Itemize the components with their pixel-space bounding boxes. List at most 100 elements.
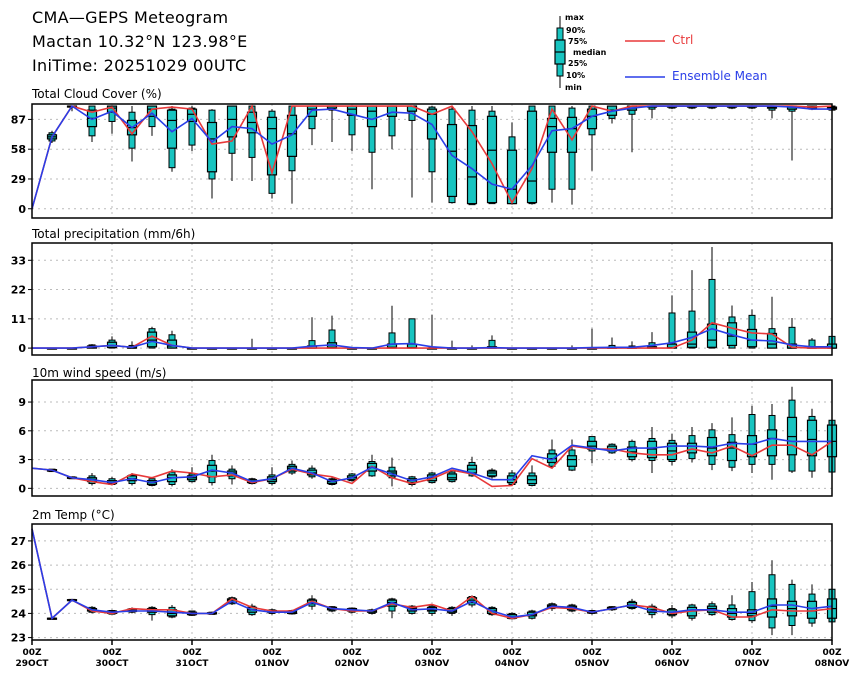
ensemble-mean-line [31, 528, 833, 620]
ytick-label: 0 [18, 342, 26, 355]
ensemble-box [546, 105, 558, 203]
ensemble-box [486, 468, 498, 479]
panel-title-precip: Total precipitation (mm/6h) [32, 227, 196, 241]
legend-mean-label: Ensemble Mean [672, 69, 768, 83]
box-p25-p75 [686, 442, 698, 454]
ensemble-box [786, 386, 798, 473]
box-p25-p75 [766, 429, 778, 457]
ensemble-box [186, 106, 198, 152]
ensemble-box [286, 105, 298, 204]
xtick-label-date: 02NOV [335, 659, 369, 669]
ensemble-box [746, 309, 758, 349]
ensemble-box [406, 105, 418, 198]
ensemble-box [486, 335, 498, 349]
chart-title: CMA—GEPS Meteogram [32, 8, 229, 27]
xtick-label-date: 04NOV [495, 659, 529, 669]
ensemble-box [586, 436, 598, 464]
ensemble-box [766, 105, 778, 119]
box-p25-p75 [226, 105, 238, 138]
xtick-label-date: 01NOV [255, 659, 289, 669]
box-p25-p75 [446, 473, 458, 481]
ensemble-box [386, 457, 398, 487]
ytick-label: 25 [11, 583, 26, 596]
ensemble-box [146, 606, 158, 621]
box-p25-p75 [746, 435, 758, 458]
ensemble-box [786, 105, 798, 161]
ensemble-box [466, 456, 478, 477]
init-time-label: IniTime: 20251029 00UTC [32, 56, 247, 75]
box-p25-p75 [806, 419, 818, 457]
box-p10-p90 [688, 310, 696, 349]
ensemble-box [326, 105, 338, 142]
ensemble-box [326, 315, 338, 349]
ytick-label: 24 [11, 607, 27, 620]
xtick-label-date: 29OCT [16, 659, 50, 669]
ensemble-box [766, 560, 778, 636]
ytick-label: 3 [18, 454, 26, 467]
ensemble-box [566, 106, 578, 205]
xtick-label-time: 00Z [342, 648, 362, 658]
ensemble-box [166, 106, 178, 172]
ytick-label: 22 [11, 284, 26, 297]
ensemble-box [506, 122, 518, 205]
legend-box-p90: 90% [566, 26, 586, 35]
ensemble-box [426, 314, 438, 350]
ytick-label: 33 [11, 254, 26, 267]
ytick-label: 29 [11, 173, 26, 186]
ensemble-box [526, 465, 538, 487]
ensemble-box [446, 471, 458, 483]
panel-title-temp: 2m Temp (°C) [32, 508, 115, 522]
ensemble-box [746, 405, 758, 473]
xtick-label-time: 00Z [582, 648, 602, 658]
ensemble-box [306, 105, 318, 146]
ytick-label: 58 [11, 143, 26, 156]
ensemble-box [566, 439, 578, 472]
ensemble-box [706, 601, 718, 616]
box-p25-p75 [266, 116, 278, 176]
box-p25-p75 [566, 455, 578, 467]
ensemble-box [426, 106, 438, 203]
box-p25-p75 [546, 117, 558, 153]
panel-title-wind: 10m wind speed (m/s) [32, 366, 167, 380]
xtick-label-time: 00Z [662, 648, 682, 658]
ensemble-box [806, 584, 818, 627]
ytick-label: 87 [11, 113, 26, 126]
ensemble-box [206, 109, 218, 199]
panel-frame [31, 242, 833, 356]
panel-cloud: 0 29 58 87 [11, 103, 838, 219]
location-label: Mactan 10.32°N 123.98°E [32, 32, 248, 51]
legend-box-p25: 25% [568, 59, 588, 68]
ensemble-box [146, 105, 158, 136]
xtick-label-time: 00Z [262, 648, 282, 658]
box-p25-p75 [466, 124, 478, 205]
ensemble-box [686, 426, 698, 463]
xtick-label-date: 03NOV [415, 659, 449, 669]
xtick-label-date: 08NOV [815, 659, 849, 669]
ensemble-box [706, 246, 718, 349]
panel-title-cloud: Total Cloud Cover (%) [32, 87, 162, 101]
xtick-label-time: 00Z [502, 648, 522, 658]
ensemble-box [766, 403, 778, 480]
ensemble-box [786, 579, 798, 636]
box-p25-p75 [486, 115, 498, 204]
ensemble-box [666, 433, 678, 466]
panel-precip: 0 11 22 33 [11, 242, 838, 356]
ytick-label: 26 [11, 559, 27, 572]
ensemble-box [626, 439, 638, 462]
xtick-label-time: 00Z [102, 648, 122, 658]
xtick-label-date: 31OCT [176, 659, 210, 669]
ensemble-box [506, 470, 518, 486]
xtick-label-date: 30OCT [96, 659, 130, 669]
ytick-label: 6 [18, 425, 26, 438]
box-p25-p75 [766, 598, 778, 618]
ensemble-box [426, 604, 438, 616]
ytick-label: 0 [18, 482, 26, 495]
ensemble-box [646, 426, 658, 473]
ensemble-box [526, 105, 538, 205]
ytick-label: 27 [11, 535, 26, 548]
box-p10-p90 [188, 107, 196, 146]
box-p25-p75 [706, 323, 718, 348]
ensemble-box [666, 295, 678, 349]
box-p25-p75 [806, 600, 818, 619]
